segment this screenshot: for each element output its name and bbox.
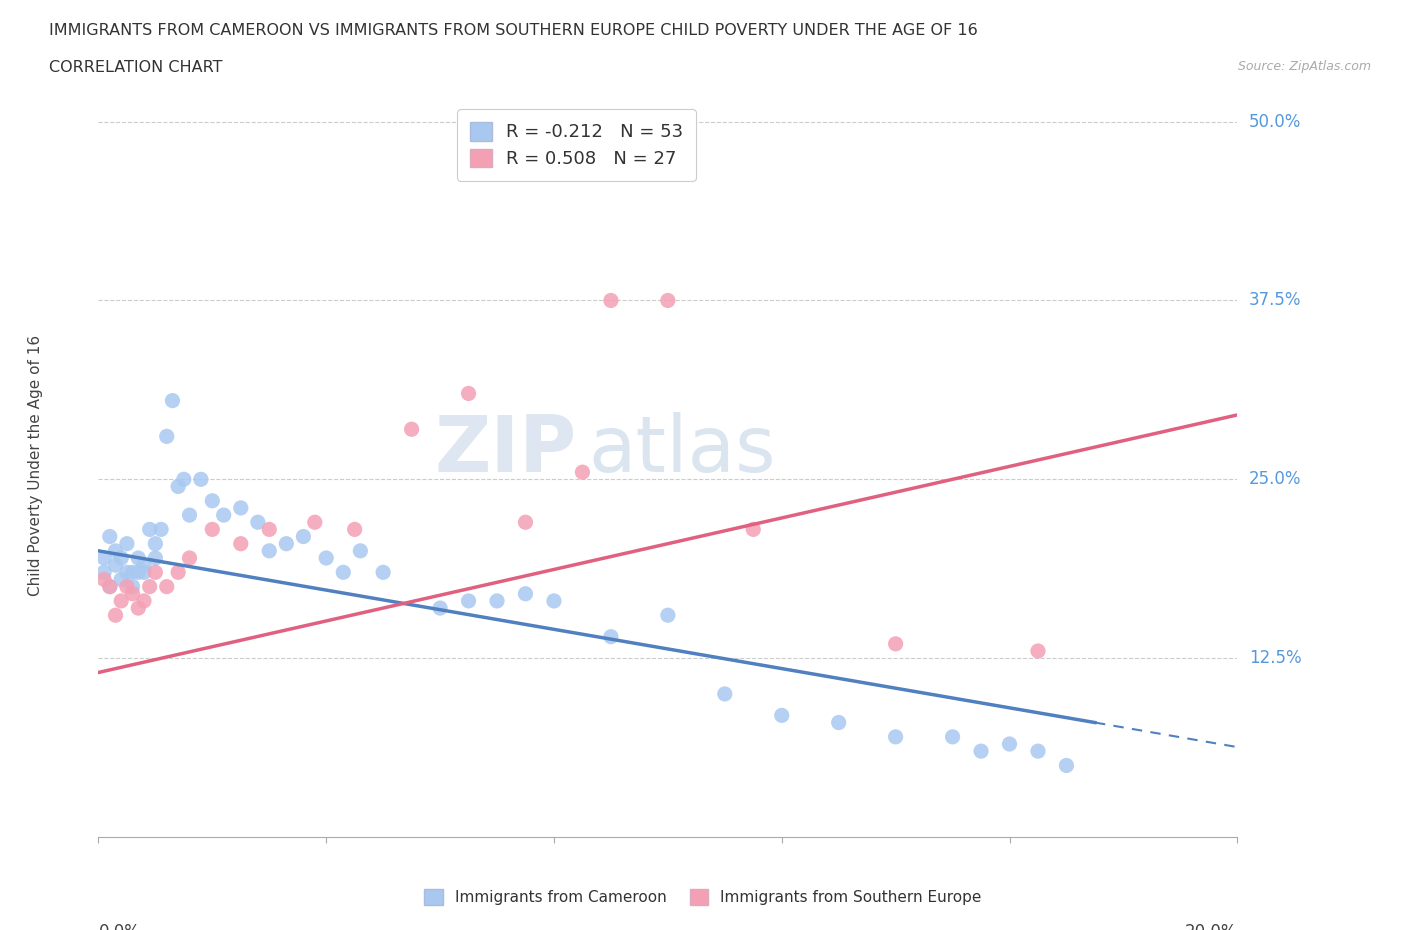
Point [770, 708, 793, 723]
Point [349, 543, 371, 558]
Point [571, 465, 593, 480]
Point [145, 565, 167, 579]
Point [104, 608, 127, 623]
Point [98, 579, 121, 594]
Point [132, 593, 155, 608]
Point [127, 565, 149, 579]
Point [150, 522, 173, 537]
Text: 12.5%: 12.5% [1249, 649, 1302, 667]
Text: CORRELATION CHART: CORRELATION CHART [49, 60, 222, 75]
Point [1026, 644, 1049, 658]
Point [486, 593, 509, 608]
Point [515, 515, 537, 530]
Point [457, 386, 479, 401]
Point [229, 537, 252, 551]
Point [429, 601, 451, 616]
Point [457, 593, 479, 608]
Point [93, 572, 115, 587]
Point [179, 508, 201, 523]
Point [115, 537, 138, 551]
Point [127, 601, 149, 616]
Text: Source: ZipAtlas.com: Source: ZipAtlas.com [1237, 60, 1371, 73]
Point [742, 522, 765, 537]
Point [1056, 758, 1078, 773]
Point [343, 522, 366, 537]
Point [156, 429, 179, 444]
Text: 20.0%: 20.0% [1185, 923, 1237, 930]
Text: IMMIGRANTS FROM CAMEROON VS IMMIGRANTS FROM SOUTHERN EUROPE CHILD POVERTY UNDER : IMMIGRANTS FROM CAMEROON VS IMMIGRANTS F… [49, 23, 979, 38]
Text: 25.0%: 25.0% [1249, 471, 1301, 488]
Text: 0.0%: 0.0% [98, 923, 141, 930]
Point [600, 293, 623, 308]
Point [179, 551, 201, 565]
Point [259, 522, 281, 537]
Point [167, 479, 190, 494]
Point [110, 593, 132, 608]
Point [138, 579, 160, 594]
Point [93, 565, 115, 579]
Point [104, 543, 127, 558]
Point [145, 537, 167, 551]
Point [332, 565, 354, 579]
Point [121, 586, 143, 601]
Point [115, 579, 138, 594]
Point [373, 565, 395, 579]
Text: 37.5%: 37.5% [1249, 291, 1301, 310]
Point [104, 558, 127, 573]
Point [156, 579, 179, 594]
Point [115, 565, 138, 579]
Point [276, 537, 298, 551]
Point [201, 493, 224, 508]
Point [304, 515, 326, 530]
Point [132, 565, 155, 579]
Point [110, 551, 132, 565]
Point [970, 744, 993, 759]
Point [173, 472, 195, 486]
Point [998, 737, 1021, 751]
Point [657, 608, 679, 623]
Point [515, 586, 537, 601]
Point [132, 558, 155, 573]
Point [600, 630, 623, 644]
Text: Child Poverty Under the Age of 16: Child Poverty Under the Age of 16 [28, 335, 44, 595]
Text: ZIP: ZIP [434, 412, 576, 488]
Point [884, 636, 907, 651]
Point [138, 522, 160, 537]
Point [127, 551, 149, 565]
Point [162, 393, 184, 408]
Point [190, 472, 212, 486]
Point [121, 565, 143, 579]
Point [714, 686, 737, 701]
Point [110, 572, 132, 587]
Point [93, 551, 115, 565]
Text: 50.0%: 50.0% [1249, 113, 1301, 130]
Point [145, 551, 167, 565]
Point [98, 579, 121, 594]
Legend: Immigrants from Cameroon, Immigrants from Southern Europe: Immigrants from Cameroon, Immigrants fro… [416, 882, 990, 913]
Point [121, 579, 143, 594]
Point [315, 551, 337, 565]
Point [884, 729, 907, 744]
Point [1026, 744, 1049, 759]
Point [246, 515, 269, 530]
Point [167, 565, 190, 579]
Legend: R = -0.212   N = 53, R = 0.508   N = 27: R = -0.212 N = 53, R = 0.508 N = 27 [457, 110, 696, 180]
Point [401, 422, 423, 437]
Point [229, 500, 252, 515]
Point [201, 522, 224, 537]
Point [292, 529, 315, 544]
Point [942, 729, 965, 744]
Point [828, 715, 851, 730]
Point [543, 593, 565, 608]
Point [259, 543, 281, 558]
Point [98, 529, 121, 544]
Point [657, 293, 679, 308]
Text: atlas: atlas [588, 412, 776, 488]
Point [212, 508, 235, 523]
